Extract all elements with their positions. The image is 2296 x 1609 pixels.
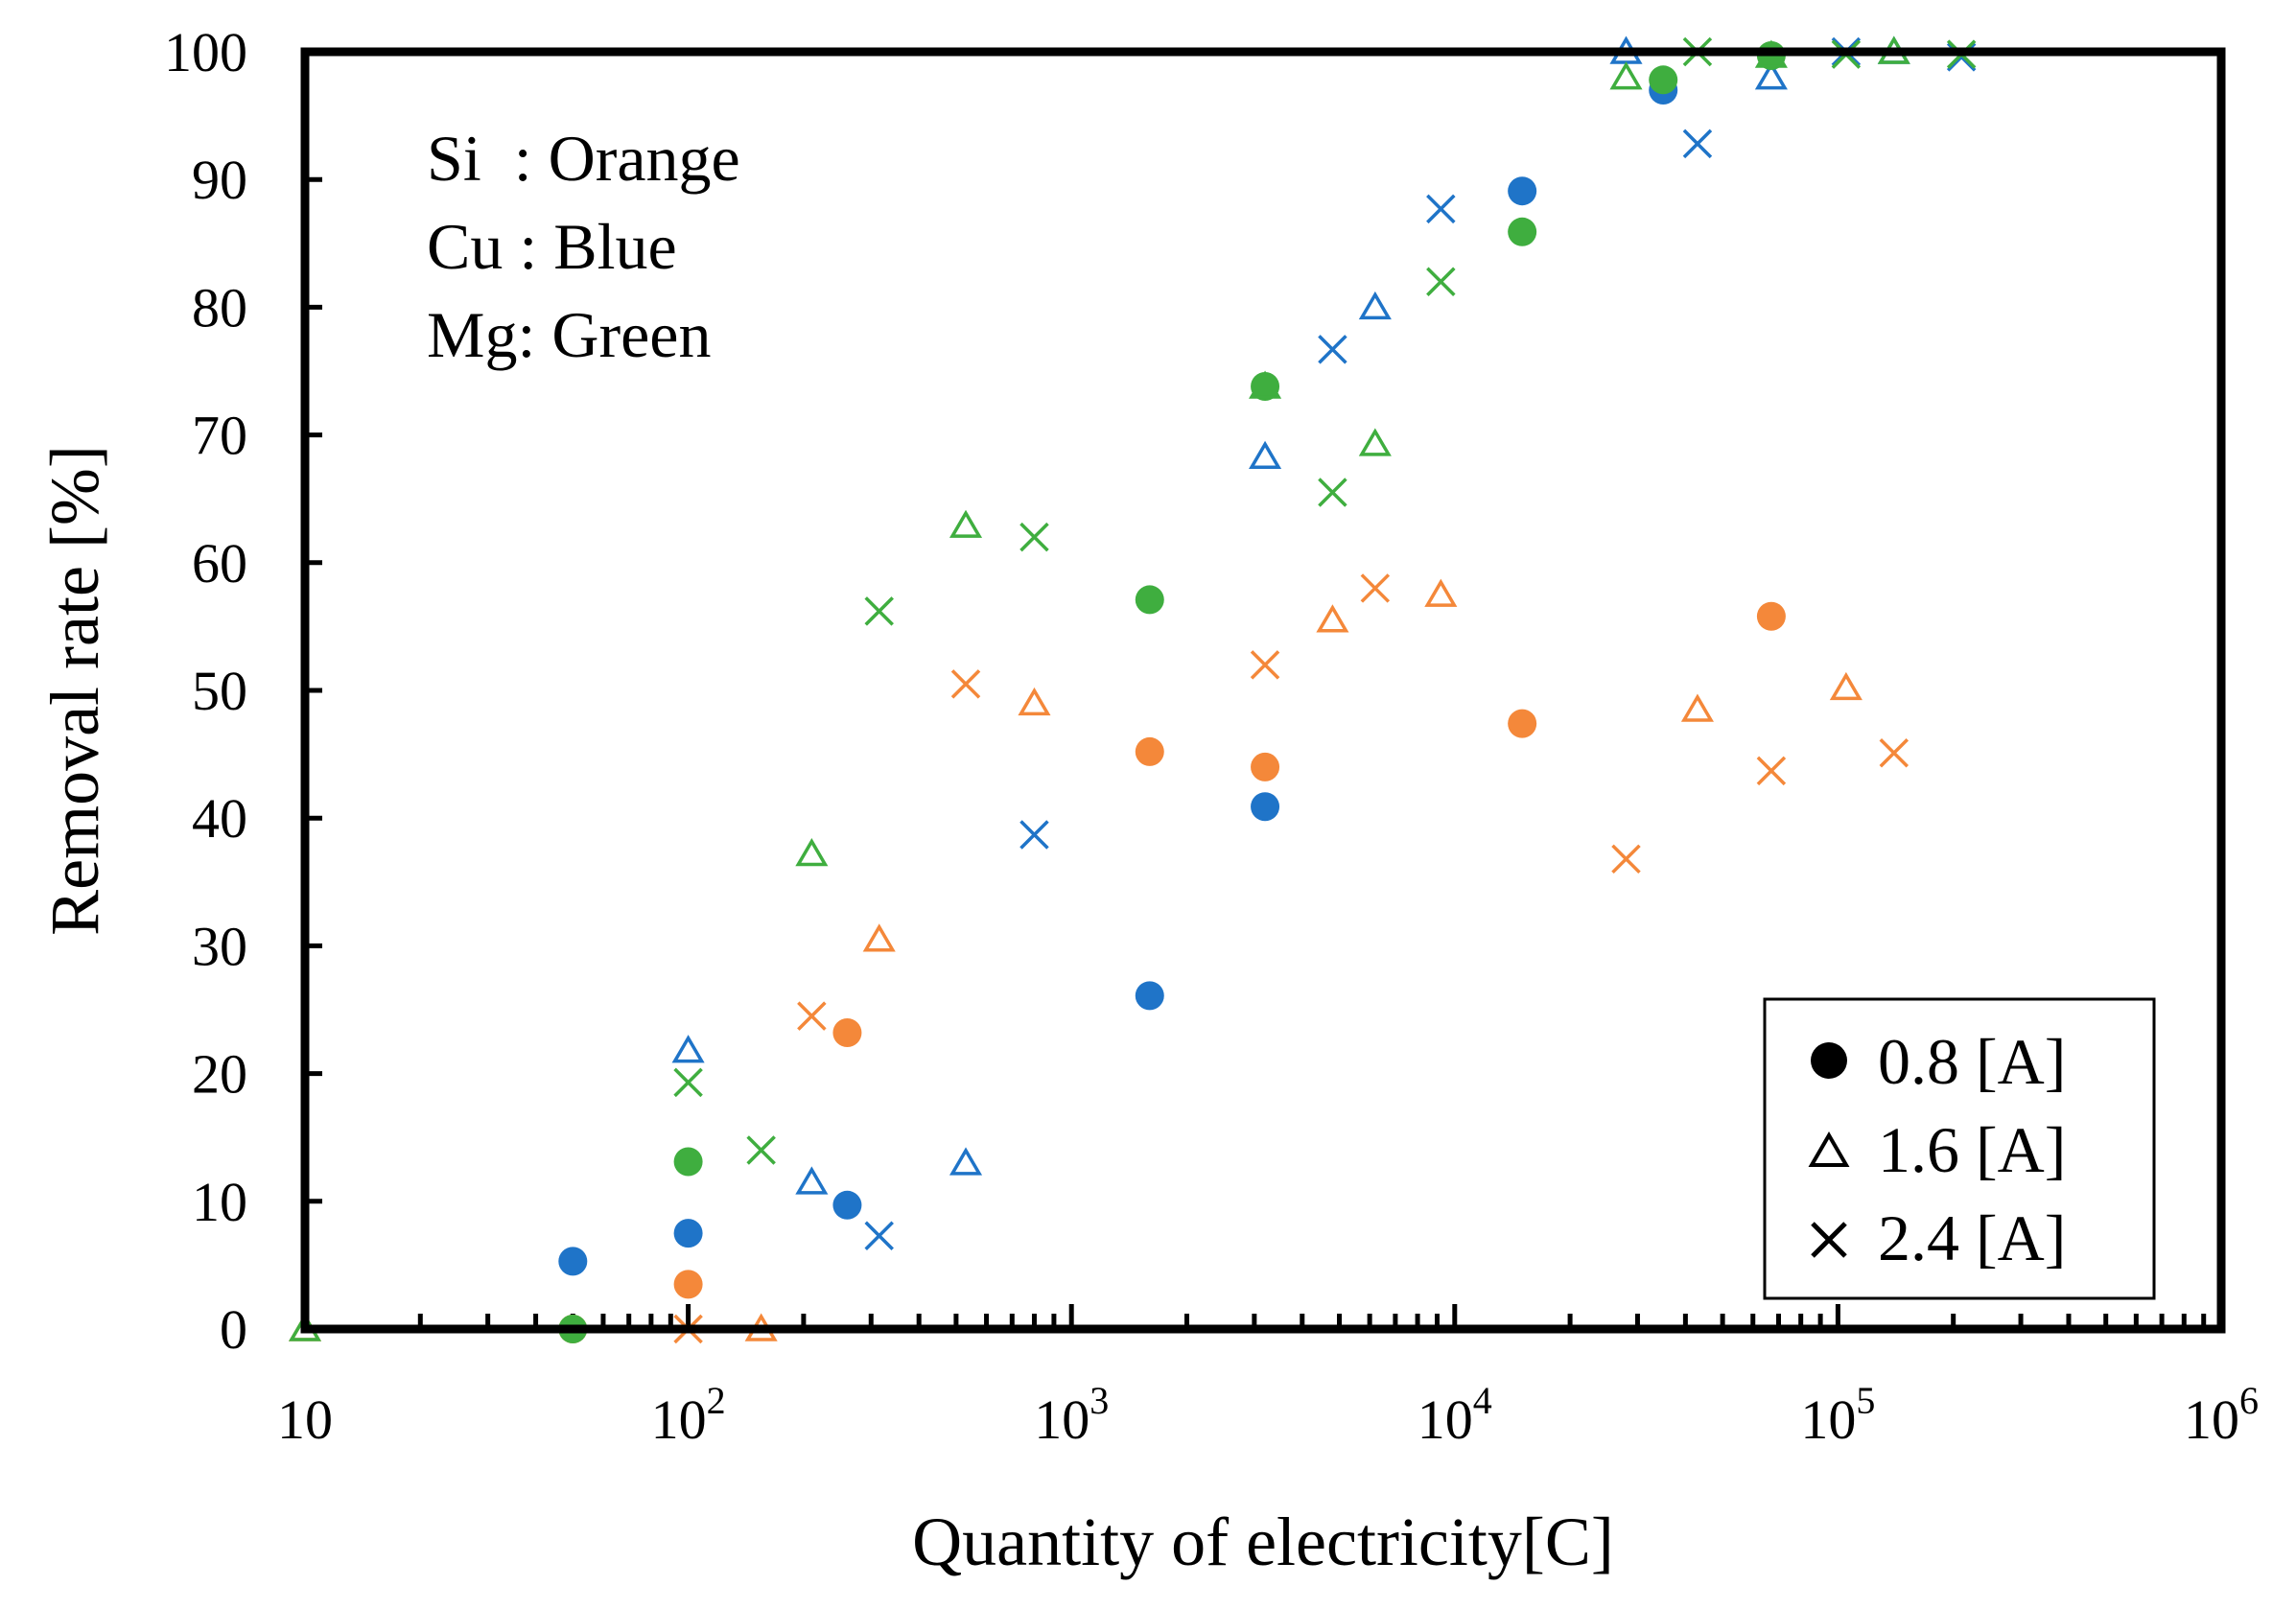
- data-point-cross: [1360, 573, 1391, 603]
- series-si-circle: [558, 601, 1786, 1343]
- x-tick-label: 106: [2184, 1379, 2259, 1451]
- data-point-cross: [864, 1221, 894, 1250]
- data-point-circle: [1508, 709, 1537, 738]
- data-point-triangle: [949, 1147, 983, 1176]
- y-axis-title: Removal rate [%]: [36, 445, 113, 936]
- data-point-triangle: [1424, 578, 1458, 607]
- data-point-cross: [1756, 756, 1787, 786]
- x-tick-label: 10: [277, 1388, 333, 1451]
- data-point-cross: [1426, 267, 1456, 296]
- data-point-circle: [1508, 217, 1537, 246]
- data-point-circle: [673, 1270, 703, 1299]
- data-point-triangle: [795, 1166, 829, 1195]
- x-tick-label: 104: [1417, 1379, 1492, 1451]
- note-line-si: Si : Orange: [427, 122, 740, 195]
- y-tick-label: 60: [192, 532, 247, 595]
- series-cu-circle: [558, 75, 1678, 1276]
- element-color-note: Si : Orange Cu : Blue Mg: Green: [427, 122, 740, 371]
- data-point-triangle: [1358, 428, 1392, 456]
- x-tick-label: 102: [651, 1379, 726, 1451]
- data-point-circle: [673, 1147, 703, 1177]
- data-point-cross: [1318, 335, 1347, 364]
- legend-cross-marker: [1811, 1222, 1847, 1258]
- data-point-triangle: [1680, 693, 1714, 722]
- data-point-triangle: [1358, 291, 1392, 320]
- plot-frame: [300, 47, 2226, 1334]
- y-tick-label: 10: [192, 1171, 247, 1233]
- legend-circle-marker: [1811, 1042, 1847, 1079]
- y-tick-label: 70: [192, 405, 247, 467]
- x-tick-labels: 10 102 103 104 105 106: [277, 1379, 2259, 1451]
- data-point-circle: [832, 1017, 862, 1047]
- data-point-cross: [1879, 738, 1909, 768]
- data-point-triangle: [795, 838, 829, 867]
- series-cu-triangle: [671, 35, 1910, 1195]
- data-point-triangle: [1829, 671, 1863, 701]
- note-line-cu: Cu : Blue: [427, 210, 677, 283]
- data-point-circle: [1251, 371, 1280, 401]
- data-point-circle: [673, 1219, 703, 1248]
- data-point-triangle: [862, 923, 896, 952]
- series-mg-circle: [558, 40, 1786, 1343]
- y-tick-label: 0: [220, 1298, 247, 1361]
- data-point-cross: [673, 1067, 703, 1098]
- data-point-cross: [1019, 522, 1049, 552]
- x-tick-label: 105: [1800, 1379, 1875, 1451]
- data-point-circle: [1135, 981, 1164, 1011]
- series-si-triangle: [288, 578, 1863, 1341]
- data-point-circle: [832, 1190, 862, 1220]
- y-tick-label: 30: [192, 915, 247, 977]
- data-point-circle: [1135, 585, 1164, 615]
- y-tick-label: 20: [192, 1043, 247, 1106]
- series-mg-cross: [673, 36, 1977, 1165]
- legend-label-2-4: 2.4 [A]: [1878, 1201, 2066, 1274]
- data-point-triangle: [1018, 687, 1051, 716]
- y-tick-labels: 0 10 20 30 40 50 60 70 80 90 100: [164, 21, 247, 1361]
- data-point-circle: [1649, 65, 1678, 95]
- data-point-triangle: [1316, 604, 1349, 633]
- data-point-circle: [558, 1247, 588, 1276]
- data-point-circle: [1251, 792, 1280, 822]
- data-point-triangle: [1754, 61, 1788, 90]
- data-point-circle: [1135, 736, 1164, 766]
- data-point-circle: [1508, 176, 1537, 206]
- data-point-circle: [1251, 752, 1280, 781]
- data-point-cross: [1250, 650, 1280, 680]
- note-line-mg: Mg: Green: [427, 298, 711, 371]
- y-tick-label: 100: [164, 21, 247, 83]
- legend-label-1-6: 1.6 [A]: [1878, 1113, 2066, 1186]
- legend-triangle-marker: [1808, 1131, 1850, 1167]
- data-point-triangle: [671, 1035, 705, 1063]
- legend: 0.8 [A] 1.6 [A] 2.4 [A]: [1763, 997, 2156, 1300]
- x-tick-label: 103: [1034, 1379, 1109, 1451]
- series-si-cross: [673, 573, 1909, 1344]
- data-point-cross: [1682, 128, 1713, 159]
- data-point-triangle: [949, 509, 983, 538]
- data-point-triangle: [1249, 440, 1282, 469]
- data-point-cross: [1318, 478, 1347, 507]
- y-tick-label: 40: [192, 787, 247, 850]
- y-tick-label: 90: [192, 149, 247, 211]
- y-tick-label: 80: [192, 276, 247, 338]
- data-point-cross: [1426, 194, 1456, 224]
- data-point-cross: [950, 669, 981, 699]
- data-point-cross: [797, 1001, 827, 1031]
- data-point-cross: [746, 1135, 776, 1165]
- y-tick-label: 50: [192, 660, 247, 722]
- data-point-triangle: [1609, 61, 1643, 90]
- legend-label-0-8: 0.8 [A]: [1878, 1025, 2066, 1098]
- data-point-cross: [864, 596, 894, 626]
- data-point-circle: [1756, 601, 1786, 631]
- data-point-triangle: [1249, 370, 1282, 399]
- x-axis-title: Quantity of electricity[C]: [912, 1504, 1614, 1580]
- data-point-cross: [1019, 820, 1049, 850]
- data-point-cross: [1611, 844, 1641, 874]
